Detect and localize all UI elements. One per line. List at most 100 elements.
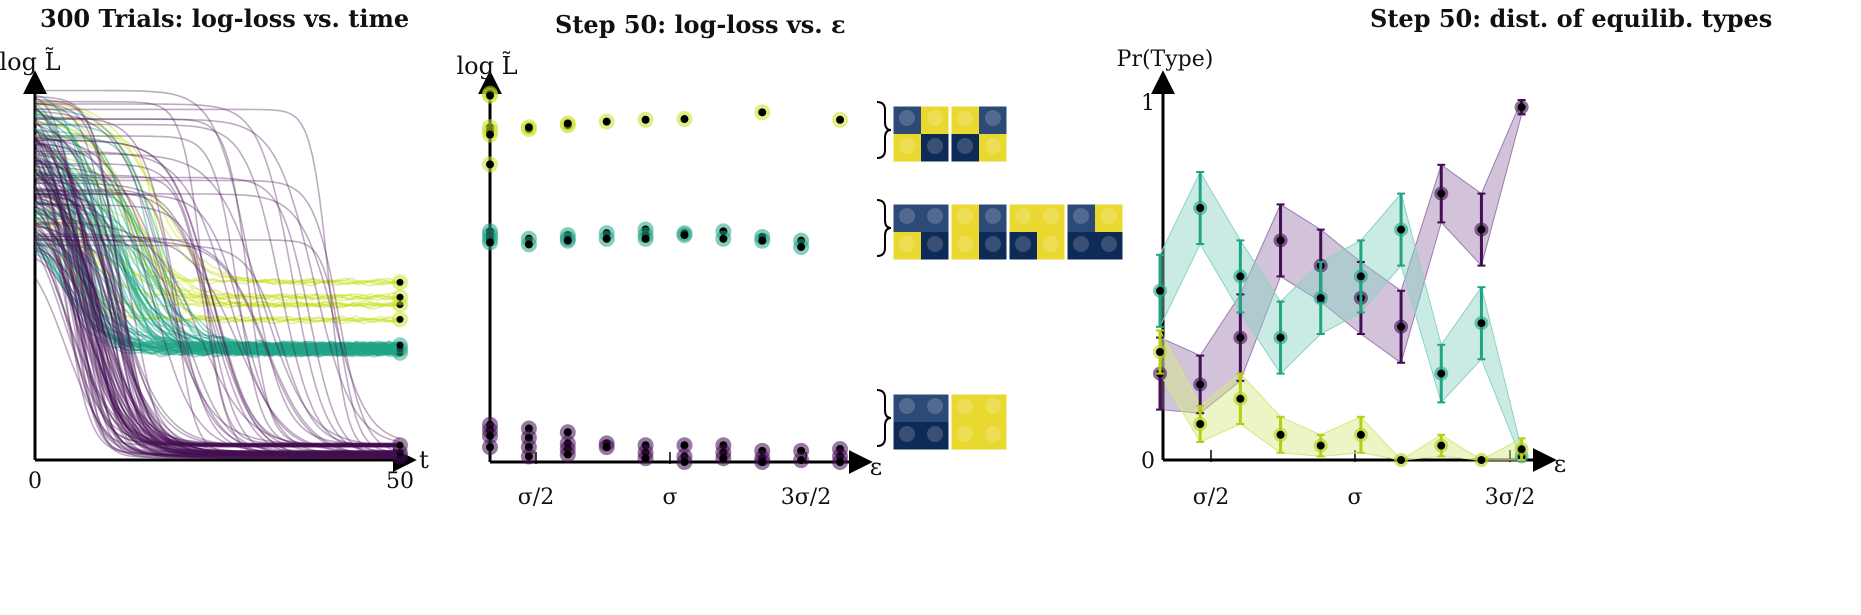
chart1-curve-purple bbox=[34, 136, 400, 445]
chart1-curve-purple bbox=[34, 197, 400, 448]
chart1-curve-purple bbox=[34, 169, 400, 459]
chart2-thumbnail-shade bbox=[957, 398, 973, 414]
chart1-curve-purple bbox=[34, 223, 400, 446]
chart1-curve-yellow bbox=[34, 190, 401, 322]
chart3-point-yellow bbox=[1156, 348, 1164, 356]
chart2-point-purple bbox=[641, 454, 650, 463]
chart2-thumbnail-shade bbox=[1073, 236, 1089, 252]
chart2-thumbnail-cell bbox=[921, 422, 949, 450]
chart2-brace bbox=[876, 101, 892, 159]
chart1-y-label: log L̃ bbox=[0, 48, 61, 76]
chart3-y-tick: 1 bbox=[1141, 91, 1155, 116]
chart1-x-label: t bbox=[419, 446, 429, 474]
chart1-curve-teal bbox=[34, 173, 401, 352]
chart1-curve-teal bbox=[34, 113, 401, 348]
chart3-point-yellow bbox=[1316, 441, 1325, 450]
chart2-brace bbox=[876, 389, 892, 447]
chart2-point-yellow bbox=[836, 115, 845, 124]
chart1-curve-teal bbox=[34, 175, 401, 354]
chart1-curve-teal bbox=[34, 149, 401, 350]
chart1-curve-purple bbox=[34, 189, 400, 458]
chart1-curve-purple bbox=[34, 210, 400, 454]
chart1-curve-purple bbox=[34, 140, 400, 454]
chart1-curve-purple bbox=[34, 118, 400, 446]
chart2-thumbnail-shade bbox=[927, 110, 943, 126]
chart2-point-teal bbox=[641, 234, 650, 243]
chart1-curve-purple bbox=[34, 158, 400, 455]
chart1-curve-purple bbox=[34, 138, 400, 456]
chart1-curve-teal bbox=[34, 243, 401, 350]
chart1-curve-purple bbox=[34, 246, 400, 446]
chart1-curve-teal bbox=[34, 249, 401, 357]
chart1-curve-purple bbox=[34, 223, 400, 457]
chart1-curve-purple bbox=[34, 200, 400, 445]
chart1-curve-teal bbox=[34, 107, 401, 357]
chart2-thumbnail bbox=[1008, 203, 1066, 261]
chart1-curve-purple bbox=[35, 89, 400, 445]
chart2-title: Step 50: log-loss vs. ε bbox=[555, 10, 846, 39]
chart2-point-yellow bbox=[641, 115, 650, 124]
chart1-curve-purple bbox=[34, 221, 400, 459]
chart1-curve-purple bbox=[34, 154, 400, 456]
chart1-curve-purple bbox=[34, 98, 400, 456]
chart1-curve-teal bbox=[34, 158, 401, 349]
chart1-curve-teal bbox=[35, 173, 401, 352]
chart1-curve-teal bbox=[34, 209, 401, 348]
chart1-curve-purple bbox=[34, 127, 400, 454]
chart2-thumbnail-cell bbox=[979, 394, 1007, 422]
chart3-point-teal bbox=[1437, 369, 1446, 378]
chart1-curve-teal bbox=[34, 94, 401, 348]
chart3-point-teal bbox=[1316, 294, 1325, 302]
chart2-point-purple bbox=[836, 458, 845, 466]
chart1-curve-teal bbox=[34, 118, 401, 351]
chart3-point-yellow bbox=[1477, 456, 1486, 464]
chart1-curve-purple bbox=[34, 143, 400, 459]
chart1-end-point bbox=[396, 341, 404, 349]
chart1-curve-teal bbox=[35, 171, 401, 352]
chart1-curve-teal bbox=[35, 191, 401, 354]
chart1-curve-purple bbox=[34, 185, 400, 457]
chart2-point-teal bbox=[680, 231, 689, 240]
chart1-curve-yellow bbox=[34, 176, 401, 300]
chart1-curve-purple bbox=[34, 221, 400, 457]
chart1-curve-teal bbox=[34, 252, 401, 352]
chart2-point-purple bbox=[524, 452, 533, 461]
chart1-curve-purple bbox=[34, 140, 400, 454]
chart2-thumbnail-shade bbox=[1101, 236, 1117, 252]
chart1-curve-purple bbox=[34, 110, 400, 459]
chart3-title: Step 50: dist. of equilib. types bbox=[1370, 4, 1773, 33]
chart1-curve-yellow bbox=[35, 174, 401, 299]
chart1-curve-purple bbox=[34, 196, 400, 447]
chart1-curve-teal bbox=[34, 237, 401, 351]
chart2-thumbnail-cell bbox=[921, 106, 949, 134]
chart1-curve-purple bbox=[35, 135, 400, 447]
chart1-curve-purple bbox=[35, 239, 401, 456]
chart2-point-purple bbox=[797, 456, 806, 465]
chart1-curve-purple bbox=[34, 193, 400, 447]
chart2-thumbnail bbox=[1066, 203, 1124, 261]
chart1-curve-purple bbox=[34, 137, 400, 448]
chart2-y-label: log L̃ bbox=[456, 52, 517, 80]
chart2-point-teal bbox=[486, 238, 494, 247]
chart2-point-purple bbox=[758, 458, 767, 466]
chart3-point-yellow bbox=[1356, 430, 1365, 439]
chart1-curve-purple bbox=[34, 188, 400, 456]
chart3-point-yellow bbox=[1437, 441, 1446, 450]
chart1-curve-yellow bbox=[34, 166, 401, 309]
chart1-curve-purple bbox=[34, 158, 400, 446]
chart2-thumbnail-shade bbox=[1015, 208, 1031, 224]
chart1-curve-purple bbox=[34, 131, 400, 458]
chart1-curve-yellow bbox=[34, 103, 401, 325]
chart1-curve-teal bbox=[34, 182, 401, 349]
chart1-end-point bbox=[396, 293, 404, 301]
chart1-curve-purple bbox=[35, 163, 400, 456]
chart1-curve-purple bbox=[34, 160, 400, 448]
chart1-curve-purple bbox=[34, 157, 400, 455]
chart2-point-teal bbox=[758, 236, 767, 245]
chart1: log L̃ t 0 50 bbox=[0, 48, 429, 494]
chart1-curve-purple bbox=[34, 166, 400, 453]
chart1-curve-yellow bbox=[34, 136, 401, 302]
chart2-thumbnail-cell bbox=[951, 394, 979, 422]
chart1-curve-purple bbox=[34, 200, 400, 447]
chart3: Pr(Type) ε 1 0 σ/2 σ 3σ/2 bbox=[1117, 47, 1567, 510]
